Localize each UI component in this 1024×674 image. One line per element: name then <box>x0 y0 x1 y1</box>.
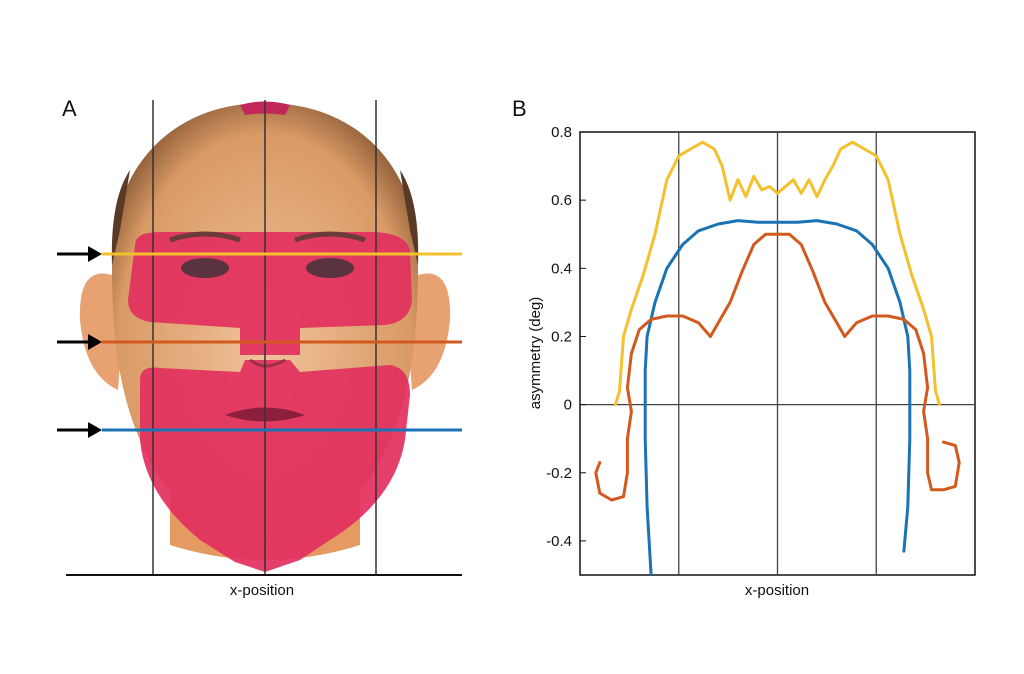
lower-face-region <box>140 360 410 572</box>
series-line-1 <box>643 219 912 575</box>
y-tick-label: 0.4 <box>551 260 572 277</box>
series-line-2 <box>594 232 961 502</box>
y-tick-label: 0.8 <box>551 124 572 141</box>
panel-a-label: A <box>62 96 77 121</box>
panel-b-ylabel: asymmetry (deg) <box>527 297 544 410</box>
panel-b-label: B <box>512 96 527 121</box>
y-tick-label: 0.6 <box>551 192 572 209</box>
y-tick-label: 0.2 <box>551 328 572 345</box>
arrow-icon-upper <box>57 246 102 262</box>
series-line-0 <box>614 140 941 407</box>
right-eye-illustration <box>306 258 354 278</box>
y-tick-label: 0 <box>564 397 572 414</box>
y-tick-label: -0.2 <box>546 465 572 482</box>
left-brow-illustration <box>169 231 241 243</box>
panel-b: B -0.4 -0.2 0 0.2 0.4 0.6 0.8 x-position asymm… <box>512 96 976 599</box>
panel-a-xlabel: x-position <box>230 582 294 599</box>
panel-a: A <box>57 96 462 599</box>
panel-b-xlabel: x-position <box>745 582 809 599</box>
y-axis-ticks: -0.4 -0.2 0 0.2 0.4 0.6 0.8 <box>546 124 586 550</box>
nose-illustration <box>249 358 286 368</box>
y-tick-label: -0.4 <box>546 533 572 550</box>
left-eye-illustration <box>181 258 229 278</box>
arrow-icon-middle <box>57 334 102 350</box>
arrow-icon-lower <box>57 422 102 438</box>
right-brow-illustration <box>294 231 366 243</box>
hair-right-side <box>400 170 419 265</box>
plot-series <box>594 140 961 575</box>
hair-left-side <box>111 170 130 265</box>
